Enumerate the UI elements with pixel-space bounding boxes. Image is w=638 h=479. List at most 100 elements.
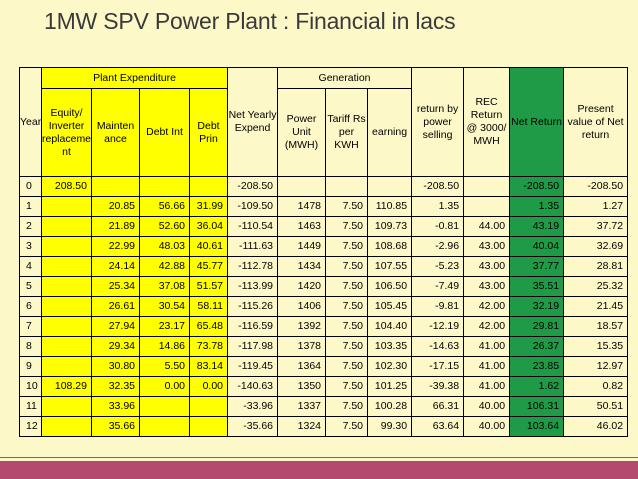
table-row: 9 30.80 5.50 83.14 -119.45 1364 7.50 102.30 -17.… [19,356,629,377]
cell-equity: 108.29 [41,376,92,397]
cell-net-expend: -109.50 [227,196,279,217]
cell-maintenance: 33.96 [91,396,140,417]
cell-debt-int: 30.54 [139,296,190,317]
cell-debt-int: 37.08 [139,276,190,297]
cell-earning: 100.28 [367,396,413,417]
cell-maintenance [91,176,140,197]
cell-debt-int: 5.50 [139,356,190,377]
cell-net-expend: -111.63 [227,236,279,257]
table-row: 7 27.94 23.17 65.48 -116.59 1392 7.50 104.40 -12… [19,316,629,337]
cell-year: 0 [19,176,42,197]
cell-debt-prin: 0.00 [188,376,229,397]
cell-return: -0.81 [411,216,465,237]
cell-maintenance: 26.61 [91,296,140,317]
cell-year: 12 [19,416,42,437]
cell-debt-int: 52.60 [139,216,190,237]
cell-power-unit: 1478 [277,196,327,217]
cell-present-value: 46.02 [563,416,629,437]
cell-power-unit: 1449 [277,236,327,257]
cell-earning: 105.45 [367,296,413,317]
cell-return: -9.81 [411,296,465,317]
cell-year: 9 [19,356,42,377]
cell-return: -2.96 [411,236,465,257]
cell-debt-prin [188,396,229,417]
cell-tariff [325,176,369,197]
cell-debt-int: 14.86 [139,336,190,357]
cell-earning: 106.50 [367,276,413,297]
cell-tariff: 7.50 [325,216,369,237]
cell-maintenance: 35.66 [91,416,140,437]
header-rec-return: REC Return @ 3000/ MWH [463,67,511,177]
cell-net-expend: -140.63 [227,376,279,397]
cell-maintenance: 25.34 [91,276,140,297]
cell-net-return: 29.81 [509,316,565,337]
cell-net-return: 35.51 [509,276,565,297]
cell-earning: 108.68 [367,236,413,257]
cell-earning: 110.85 [367,196,413,217]
header-return-by-power: return by power selling [411,67,465,177]
cell-rec-return: 41.00 [463,376,511,397]
cell-equity [41,316,92,337]
cell-debt-int: 23.17 [139,316,190,337]
cell-year: 7 [19,316,42,337]
cell-debt-int: 48.03 [139,236,190,257]
cell-rec-return: 43.00 [463,236,511,257]
cell-earning: 107.55 [367,256,413,277]
cell-present-value: 0.82 [563,376,629,397]
header-maintenance: Mainten ance [91,88,140,177]
cell-maintenance: 24.14 [91,256,140,277]
cell-power-unit: 1378 [277,336,327,357]
cell-power-unit: 1434 [277,256,327,277]
cell-rec-return [463,176,511,197]
cell-tariff: 7.50 [325,376,369,397]
header-present-value: Present value of Net return [563,67,629,177]
cell-return: -14.63 [411,336,465,357]
cell-tariff: 7.50 [325,396,369,417]
table-row: 6 26.61 30.54 58.11 -115.26 1406 7.50 105.45 -9.… [19,296,629,317]
cell-tariff: 7.50 [325,196,369,217]
cell-tariff: 7.50 [325,356,369,377]
cell-equity [41,236,92,257]
cell-present-value: 21.45 [563,296,629,317]
cell-debt-prin: 58.11 [188,296,229,317]
cell-tariff: 7.50 [325,316,369,337]
cell-return: -208.50 [411,176,465,197]
cell-earning [367,176,413,197]
cell-equity [41,216,92,237]
cell-debt-prin: 51.57 [188,276,229,297]
cell-net-return: 43.19 [509,216,565,237]
cell-debt-int [139,416,190,437]
cell-debt-int [139,396,190,417]
header-net-yearly-expend: Net Yearly Expend [227,67,279,177]
cell-net-expend: -112.78 [227,256,279,277]
cell-year: 1 [19,196,42,217]
cell-power-unit: 1420 [277,276,327,297]
cell-tariff: 7.50 [325,416,369,437]
cell-rec-return: 41.00 [463,356,511,377]
cell-equity [41,416,92,437]
table-row: 5 25.34 37.08 51.57 -113.99 1420 7.50 106.50 -7.… [19,276,629,297]
bottom-accent-bar [0,461,638,479]
bottom-divider [0,457,638,458]
cell-return: 1.35 [411,196,465,217]
cell-net-expend: -116.59 [227,316,279,337]
cell-equity [41,296,92,317]
table-row: 12 35.66 -35.66 1324 7.50 99.30 63.64 40.00 103.… [19,416,629,437]
cell-equity [41,196,92,217]
cell-tariff: 7.50 [325,276,369,297]
cell-net-expend: -117.98 [227,336,279,357]
cell-rec-return: 40.00 [463,416,511,437]
cell-year: 3 [19,236,42,257]
cell-debt-prin [188,416,229,437]
cell-maintenance: 21.89 [91,216,140,237]
cell-earning: 109.73 [367,216,413,237]
cell-net-return: 40.04 [509,236,565,257]
cell-net-expend: -113.99 [227,276,279,297]
cell-return: -5.23 [411,256,465,277]
cell-earning: 102.30 [367,356,413,377]
cell-rec-return: 40.00 [463,396,511,417]
cell-net-return: 23.85 [509,356,565,377]
cell-equity: 208.50 [41,176,92,197]
cell-equity [41,396,92,417]
cell-power-unit: 1350 [277,376,327,397]
